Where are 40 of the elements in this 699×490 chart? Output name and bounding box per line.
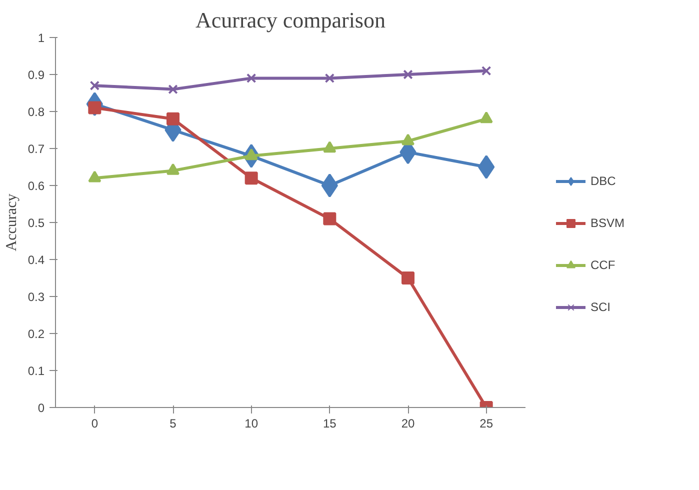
legend-label: SCI [590,300,611,314]
point [166,163,180,175]
point [246,73,256,84]
y-tick-label: 0.8 [28,105,45,119]
legend-label: BSVM [590,216,625,230]
point [166,112,180,126]
point [324,73,335,84]
y-tick-label: 0.9 [28,68,45,82]
point [323,212,336,226]
x-tick-label: 20 [401,416,415,430]
y-tick-label: 0.2 [28,327,45,341]
point [402,272,414,284]
y-tick-label: 0.5 [28,216,45,230]
point [244,172,258,185]
point [90,80,100,90]
point [480,112,493,124]
legend-label: DBC [590,174,616,188]
y-tick-label: 0.3 [28,290,45,304]
y-tick-label: 0.7 [28,142,45,156]
y-tick-label: 0.1 [28,364,45,378]
y-tick-label: 0.4 [28,253,45,267]
point [478,155,495,179]
x-tick-label: 15 [322,416,337,430]
x-tick-label: 25 [480,416,494,430]
point [323,141,336,153]
point [481,66,492,76]
point [402,134,414,146]
y-tick-label: 0.6 [28,179,45,193]
legend-label: CCF [590,258,616,272]
point [168,84,178,94]
y-tick-label: 1 [38,31,45,45]
x-tick-label: 0 [91,416,98,430]
y-tick-label: 0 [38,401,45,415]
point [403,70,413,80]
point [88,170,102,182]
x-tick-label: 10 [244,416,258,430]
chart-title: Acurracy comparison [196,8,386,32]
point [321,174,338,198]
x-tick-label: 5 [170,416,177,430]
y-axis-title: Accuracy [4,193,20,252]
